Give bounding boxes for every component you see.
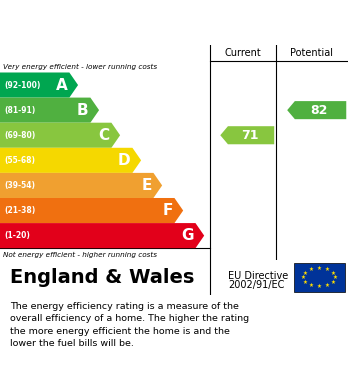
Text: ★: ★ (333, 275, 338, 280)
Text: ★: ★ (331, 271, 336, 276)
Text: Current: Current (225, 48, 261, 58)
Text: Potential: Potential (291, 48, 333, 58)
Text: A: A (56, 77, 68, 93)
Text: ★: ★ (309, 267, 314, 273)
Text: ★: ★ (303, 280, 308, 285)
Text: ★: ★ (309, 283, 314, 288)
Text: 82: 82 (310, 104, 328, 117)
Text: (81-91): (81-91) (4, 106, 35, 115)
Text: (1-20): (1-20) (4, 231, 30, 240)
Text: The energy efficiency rating is a measure of the
overall efficiency of a home. T: The energy efficiency rating is a measur… (10, 302, 250, 348)
Text: Energy Efficiency Rating: Energy Efficiency Rating (60, 13, 288, 32)
Text: England & Wales: England & Wales (10, 268, 195, 287)
Text: (55-68): (55-68) (4, 156, 35, 165)
Text: (39-54): (39-54) (4, 181, 35, 190)
Text: ★: ★ (317, 284, 322, 289)
Polygon shape (0, 98, 99, 123)
Text: EU Directive: EU Directive (228, 271, 288, 281)
Polygon shape (0, 123, 120, 148)
Polygon shape (287, 101, 346, 119)
Text: ★: ★ (331, 280, 336, 285)
Text: ★: ★ (325, 267, 330, 273)
Text: ★: ★ (325, 283, 330, 288)
Polygon shape (0, 173, 162, 198)
FancyBboxPatch shape (294, 263, 345, 292)
Text: (92-100): (92-100) (4, 81, 41, 90)
Text: C: C (98, 128, 110, 143)
Polygon shape (0, 148, 141, 173)
Text: E: E (141, 178, 152, 193)
Text: 2002/91/EC: 2002/91/EC (228, 280, 284, 291)
Text: ★: ★ (301, 275, 306, 280)
Text: 71: 71 (241, 129, 258, 142)
Text: D: D (118, 153, 131, 168)
Text: (21-38): (21-38) (4, 206, 35, 215)
Text: Not energy efficient - higher running costs: Not energy efficient - higher running co… (3, 252, 158, 258)
Text: ★: ★ (317, 266, 322, 271)
Text: Very energy efficient - lower running costs: Very energy efficient - lower running co… (3, 64, 158, 70)
Text: F: F (163, 203, 173, 218)
Polygon shape (220, 126, 274, 144)
Text: G: G (181, 228, 194, 243)
Polygon shape (0, 72, 78, 98)
Polygon shape (0, 223, 204, 248)
Polygon shape (0, 198, 183, 223)
Text: (69-80): (69-80) (4, 131, 35, 140)
Text: ★: ★ (303, 271, 308, 276)
Text: B: B (77, 103, 89, 118)
